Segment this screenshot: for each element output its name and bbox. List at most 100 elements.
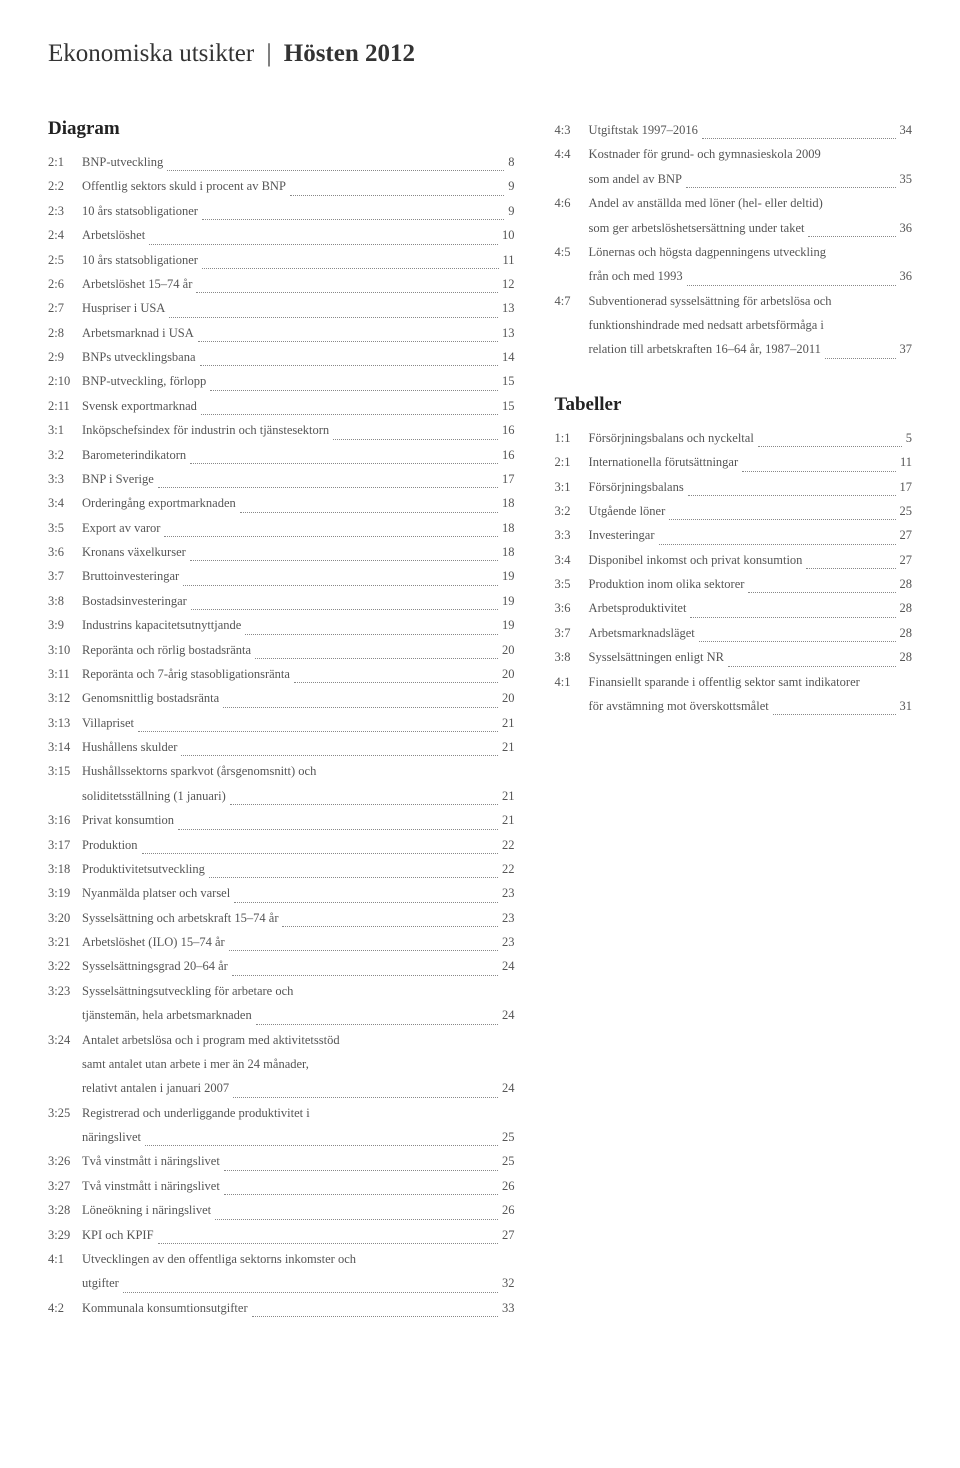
toc-entry: 3:11Reporänta och 7-årig stasobligations… — [48, 662, 515, 686]
toc-index: 2:6 — [48, 272, 82, 296]
toc-entry: 3:1Inköpschefsindex för industrin och tj… — [48, 418, 515, 442]
toc-index: 3:13 — [48, 711, 82, 735]
toc-index: 3:18 — [48, 857, 82, 881]
toc-label: Arbetslöshet 15–74 år — [82, 272, 192, 296]
toc-leader — [178, 829, 498, 830]
toc-label: Disponibel inkomst och privat konsumtion — [589, 548, 803, 572]
toc-entry: 3:6Kronans växelkurser18 — [48, 540, 515, 564]
toc-page: 19 — [502, 564, 515, 588]
toc-index: 2:1 — [48, 150, 82, 174]
toc-index: 3:7 — [48, 564, 82, 588]
toc-label: från och med 1993 — [589, 264, 683, 288]
toc-page: 8 — [508, 150, 514, 174]
toc-leader — [282, 926, 498, 927]
toc-label: Offentlig sektors skuld i procent av BNP — [82, 174, 286, 198]
toc-entry: 3:12Genomsnittlig bostadsränta20 — [48, 686, 515, 710]
toc-label: Internationella förutsättningar — [589, 450, 739, 474]
toc-label: Hushållssektorns sparkvot (årsgenomsnitt… — [82, 759, 515, 783]
toc-label: Investeringar — [589, 523, 655, 547]
toc-label: som ger arbetslöshetsersättning under ta… — [589, 216, 805, 240]
toc-entry: 3:25Registrerad och underliggande produk… — [48, 1101, 515, 1150]
toc-leader — [202, 219, 504, 220]
toc-index: 3:6 — [555, 596, 589, 620]
toc-entry: 3:2Barometerindikatorn16 — [48, 443, 515, 467]
toc-leader — [294, 682, 498, 683]
toc-page: 16 — [502, 443, 515, 467]
left-column: Diagram 2:1BNP-utveckling82:2Offentlig s… — [48, 118, 515, 1320]
toc-entry: 2:7Huspriser i USA13 — [48, 296, 515, 320]
toc-page: 33 — [502, 1296, 515, 1320]
toc-index: 3:11 — [48, 662, 82, 686]
toc-leader — [181, 755, 498, 756]
toc-label: Reporänta och rörlig bostadsränta — [82, 638, 251, 662]
toc-leader — [688, 495, 896, 496]
toc-index: 3:22 — [48, 954, 82, 978]
toc-index: 4:1 — [48, 1247, 82, 1271]
toc-index: 3:26 — [48, 1149, 82, 1173]
toc-entry: 1:1Försörjningsbalans och nyckeltal5 — [555, 426, 912, 450]
toc-entry: 3:24Antalet arbetslösa och i program med… — [48, 1028, 515, 1101]
toc-entry: 4:5Lönernas och högsta dagpenningens utv… — [555, 240, 912, 289]
toc-index: 3:7 — [555, 621, 589, 645]
toc-page: 24 — [502, 1076, 515, 1100]
toc-page: 11 — [900, 450, 912, 474]
columns-container: Diagram 2:1BNP-utveckling82:2Offentlig s… — [48, 118, 912, 1320]
toc-page: 25 — [900, 499, 913, 523]
toc-page: 9 — [508, 174, 514, 198]
toc-leader — [158, 1243, 499, 1244]
toc-label: Registrerad och underliggande produktivi… — [82, 1101, 515, 1125]
toc-leader — [742, 471, 896, 472]
toc-leader — [728, 666, 896, 667]
toc-label: KPI och KPIF — [82, 1223, 154, 1247]
toc-index: 3:17 — [48, 833, 82, 857]
toc-entry: 3:8Sysselsättningen enligt NR28 — [555, 645, 912, 669]
toc-index: 3:8 — [555, 645, 589, 669]
toc-leader — [773, 714, 896, 715]
page-title: Ekonomiska utsikter | Hösten 2012 — [48, 40, 912, 68]
toc-index: 3:9 — [48, 613, 82, 637]
toc-index: 3:19 — [48, 881, 82, 905]
toc-index: 3:12 — [48, 686, 82, 710]
toc-label: Genomsnittlig bostadsränta — [82, 686, 219, 710]
toc-leader — [234, 902, 498, 903]
toc-page: 16 — [502, 418, 515, 442]
toc-page: 36 — [900, 216, 913, 240]
toc-entry: 3:7Bruttoinvesteringar19 — [48, 564, 515, 588]
toc-label: Sysselsättningsgrad 20–64 år — [82, 954, 228, 978]
toc-leader — [167, 170, 504, 171]
toc-leader — [158, 487, 498, 488]
toc-leader — [198, 341, 498, 342]
toc-leader — [687, 285, 896, 286]
toc-leader — [333, 439, 498, 440]
toc-label: BNP i Sverige — [82, 467, 154, 491]
toc-entry: 4:6Andel av anställda med löner (hel- el… — [555, 191, 912, 240]
toc-entry: 3:2Utgående löner25 — [555, 499, 912, 523]
toc-label: Privat konsumtion — [82, 808, 174, 832]
toc-page: 23 — [502, 906, 515, 930]
toc-page: 26 — [502, 1174, 515, 1198]
toc-index: 3:29 — [48, 1223, 82, 1247]
toc-index: 2:1 — [555, 450, 589, 474]
toc-entry: 3:18Produktivitetsutveckling22 — [48, 857, 515, 881]
toc-entry: 2:11Svensk exportmarknad15 — [48, 394, 515, 418]
toc-page: 27 — [900, 523, 913, 547]
toc-page: 9 — [508, 199, 514, 223]
toc-label: Arbetsmarknad i USA — [82, 321, 194, 345]
toc-label: Sysselsättning och arbetskraft 15–74 år — [82, 906, 278, 930]
toc-page: 22 — [502, 833, 515, 857]
toc-label: Sysselsättningsutveckling för arbetare o… — [82, 979, 515, 1003]
toc-page: 17 — [900, 475, 913, 499]
toc-entry: 4:1Finansiellt sparande i offentlig sekt… — [555, 670, 912, 719]
toc-entry: 3:13Villapriset21 — [48, 711, 515, 735]
toc-index: 3:10 — [48, 638, 82, 662]
toc-label: Bostadsinvesteringar — [82, 589, 187, 613]
toc-label: Försörjningsbalans och nyckeltal — [589, 426, 754, 450]
toc-entry: 3:9Industrins kapacitetsutnyttjande19 — [48, 613, 515, 637]
toc-leader — [123, 1292, 498, 1293]
toc-page: 20 — [502, 662, 515, 686]
toc-leader — [142, 853, 498, 854]
toc-label: Utgående löner — [589, 499, 666, 523]
toc-entry: 3:26Två vinstmått i näringslivet25 — [48, 1149, 515, 1173]
toc-entry: 3:27Två vinstmått i näringslivet26 — [48, 1174, 515, 1198]
toc-entry: 3:23Sysselsättningsutveckling för arbeta… — [48, 979, 515, 1028]
